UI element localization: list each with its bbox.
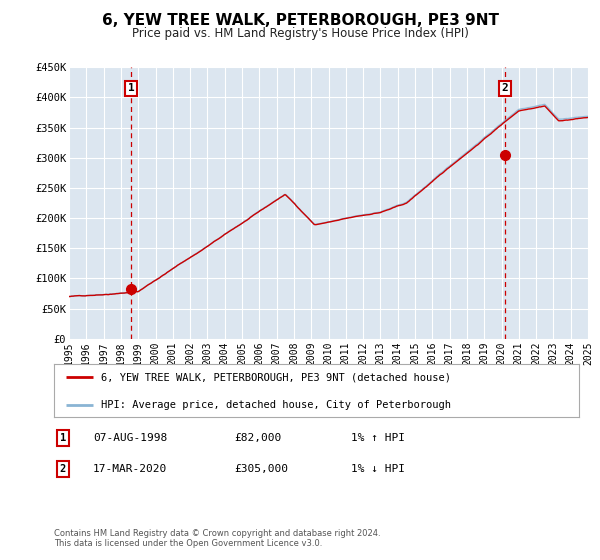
Text: HPI: Average price, detached house, City of Peterborough: HPI: Average price, detached house, City… [101,400,451,410]
Text: 6, YEW TREE WALK, PETERBOROUGH, PE3 9NT (detached house): 6, YEW TREE WALK, PETERBOROUGH, PE3 9NT … [101,372,451,382]
Text: £82,000: £82,000 [234,433,281,443]
Text: 1: 1 [60,433,66,443]
Text: Price paid vs. HM Land Registry's House Price Index (HPI): Price paid vs. HM Land Registry's House … [131,27,469,40]
Text: 2: 2 [502,83,509,94]
Text: This data is licensed under the Open Government Licence v3.0.: This data is licensed under the Open Gov… [54,539,322,548]
Text: 6, YEW TREE WALK, PETERBOROUGH, PE3 9NT: 6, YEW TREE WALK, PETERBOROUGH, PE3 9NT [101,13,499,27]
Text: £305,000: £305,000 [234,464,288,474]
Text: 1% ↓ HPI: 1% ↓ HPI [351,464,405,474]
Text: 1% ↑ HPI: 1% ↑ HPI [351,433,405,443]
Text: Contains HM Land Registry data © Crown copyright and database right 2024.: Contains HM Land Registry data © Crown c… [54,529,380,538]
Text: 17-MAR-2020: 17-MAR-2020 [93,464,167,474]
Text: 07-AUG-1998: 07-AUG-1998 [93,433,167,443]
Text: 2: 2 [60,464,66,474]
Text: 1: 1 [128,83,134,94]
